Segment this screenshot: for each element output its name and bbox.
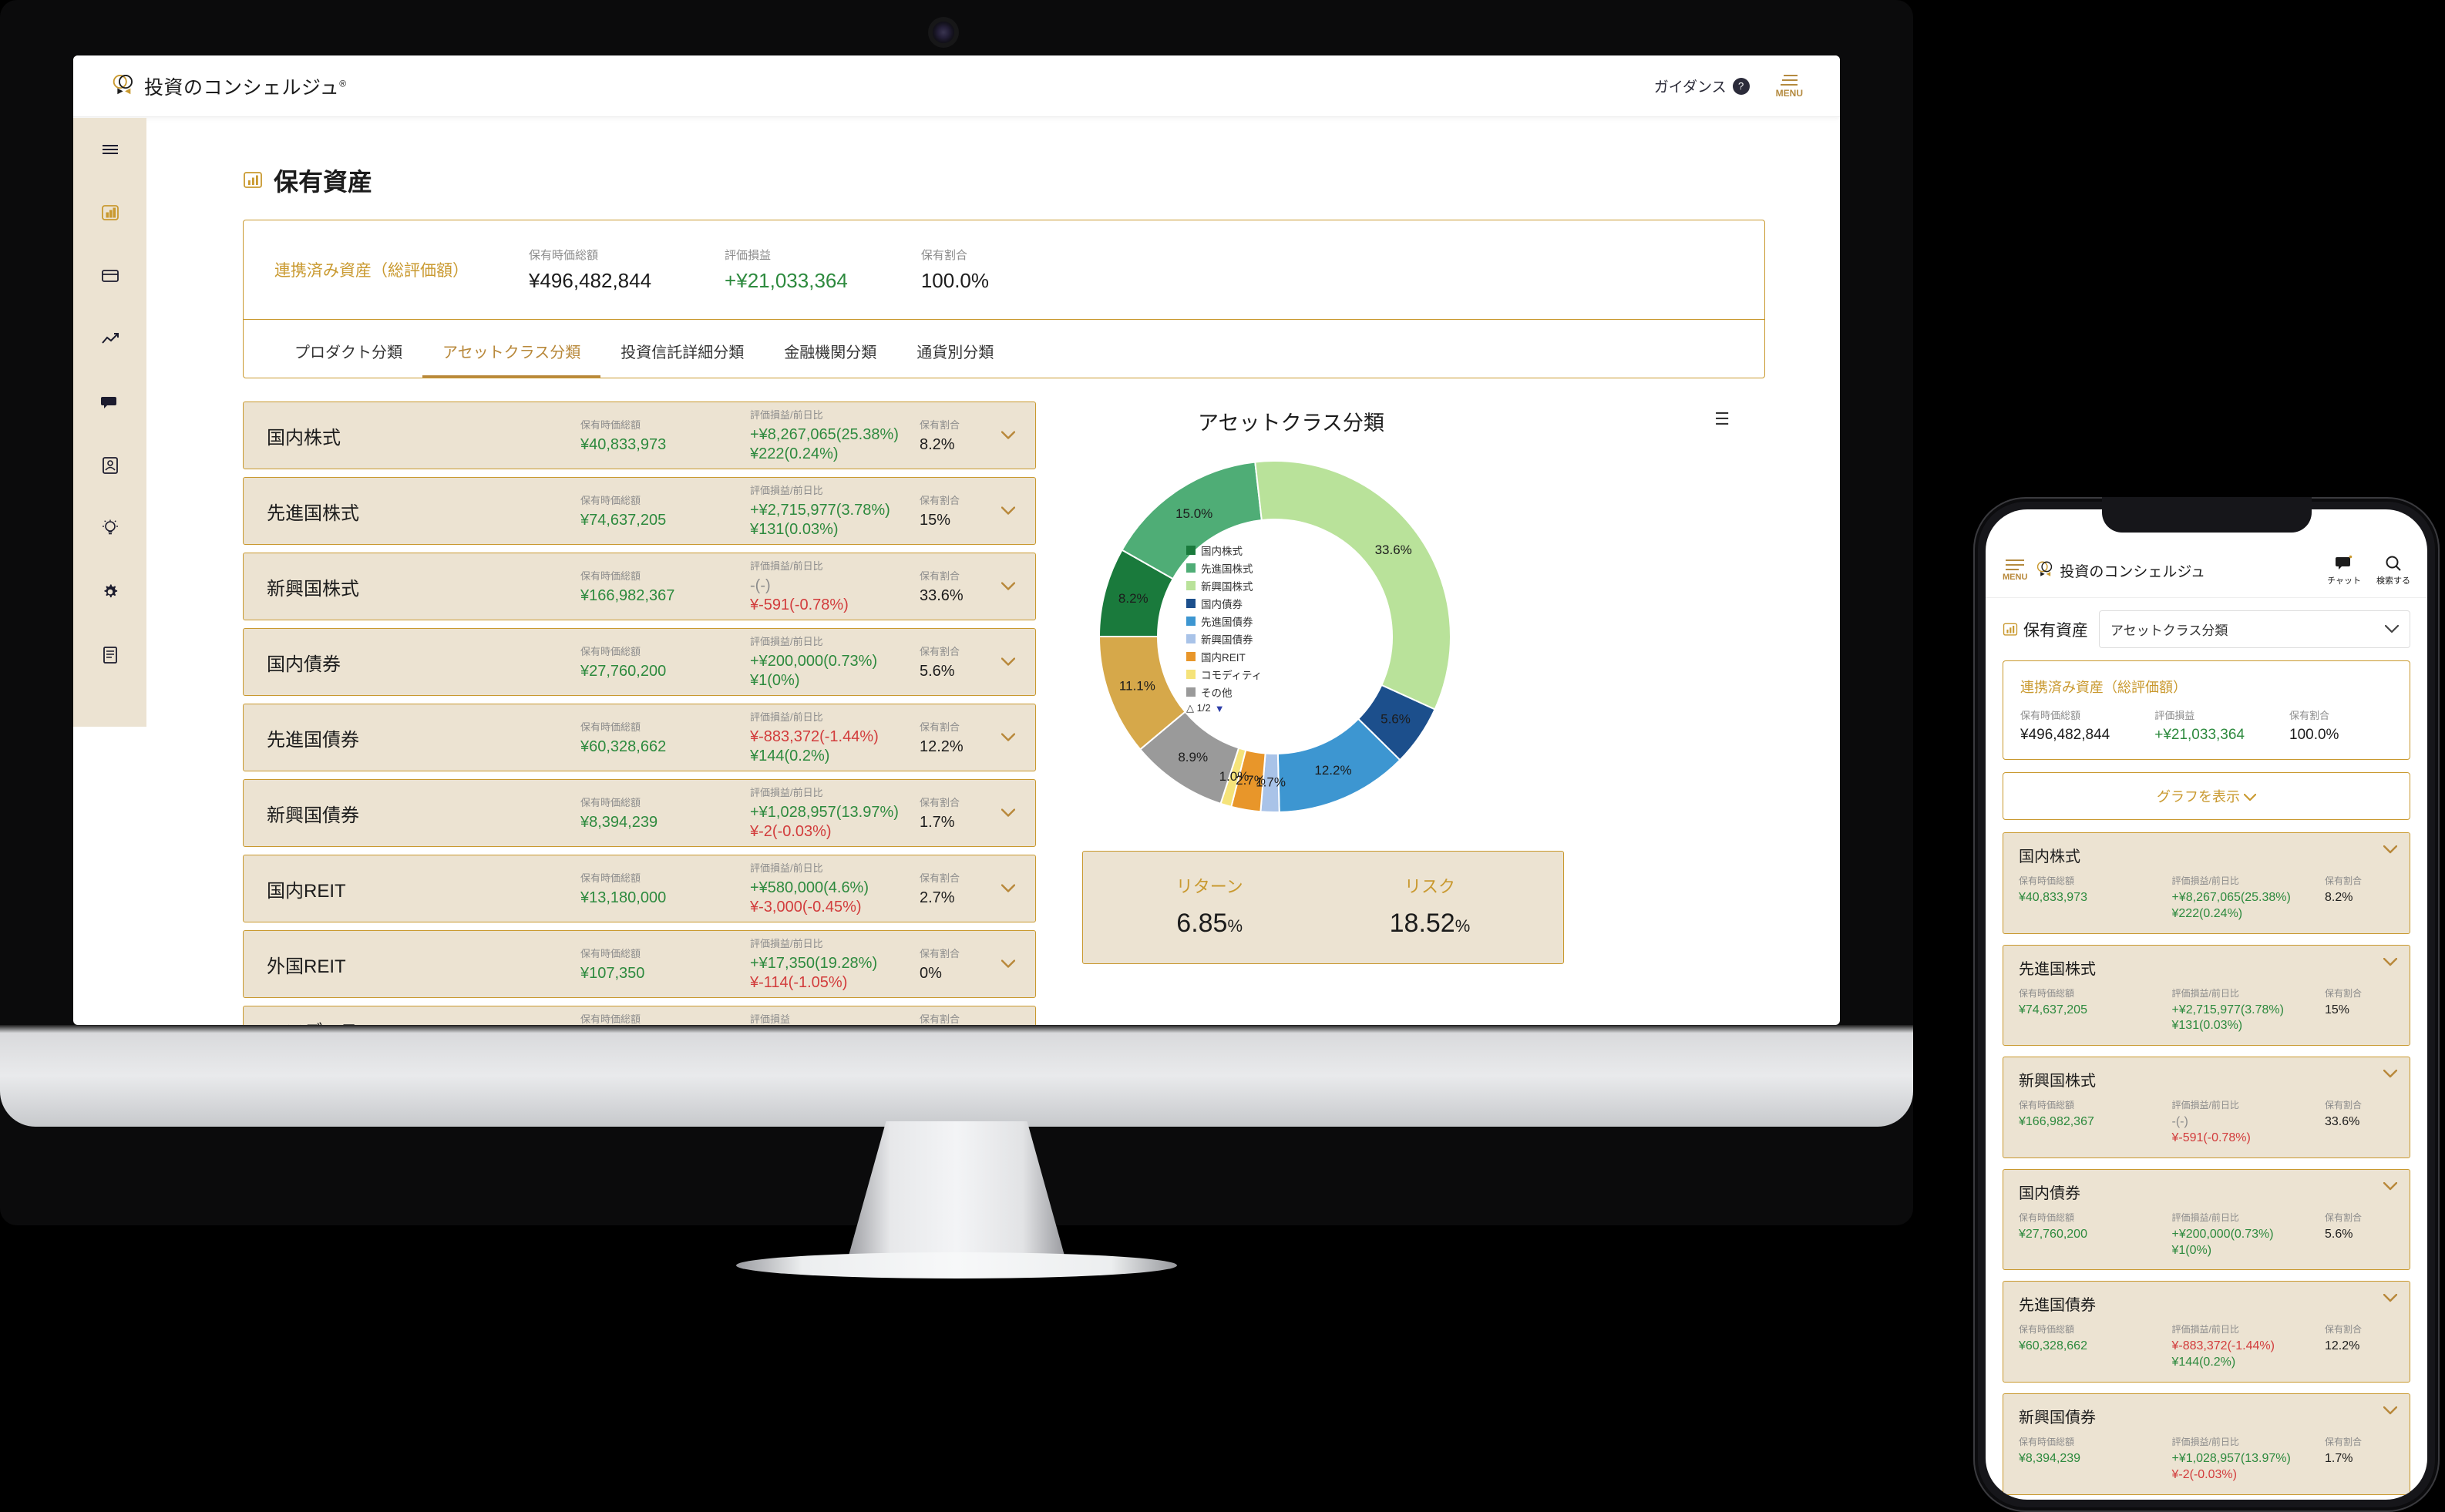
svg-text:8.9%: 8.9% [1178,750,1208,764]
svg-text:8.2%: 8.2% [1118,591,1149,606]
svg-text:5.6%: 5.6% [1381,711,1411,726]
svg-text:1.0%: 1.0% [1219,769,1249,784]
svg-text:33.6%: 33.6% [1375,543,1412,557]
svg-text:15.0%: 15.0% [1175,506,1212,521]
svg-text:12.2%: 12.2% [1314,763,1351,778]
svg-text:11.1%: 11.1% [1119,678,1155,693]
